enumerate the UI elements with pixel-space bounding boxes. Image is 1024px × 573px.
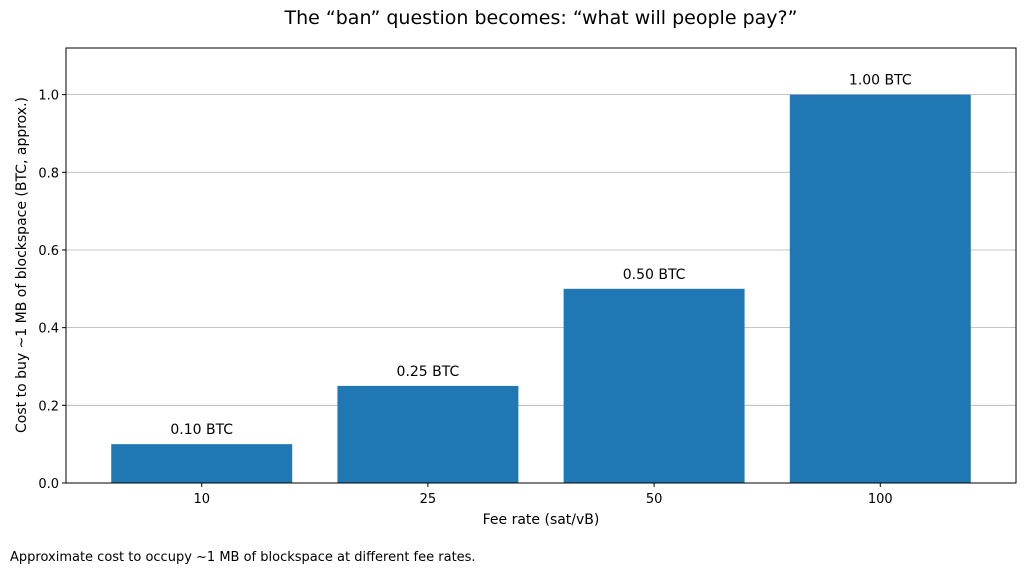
x-tick-label: 100: [868, 492, 893, 507]
x-tick-label: 25: [420, 492, 437, 507]
bar: [337, 385, 519, 483]
bar: [789, 94, 971, 483]
x-tick-label: 50: [646, 492, 663, 507]
y-tick-label: 0.0: [38, 477, 59, 492]
chart-title: The “ban” question becomes: “what will p…: [284, 7, 798, 29]
x-tick-label: 10: [193, 492, 210, 507]
figure-caption: Approximate cost to occupy ~1 MB of bloc…: [10, 550, 476, 565]
y-tick-label: 0.2: [38, 399, 59, 414]
bar-data-label: 0.10 BTC: [170, 422, 233, 438]
bar-data-label: 0.25 BTC: [397, 364, 460, 380]
y-axis-label: Cost to buy ~1 MB of blockspace (BTC, ap…: [14, 97, 30, 433]
bar-data-label: 1.00 BTC: [849, 73, 912, 89]
y-tick-label: 0.4: [38, 322, 59, 337]
y-tick-label: 0.8: [38, 166, 59, 181]
bar: [111, 444, 293, 483]
x-axis-label: Fee rate (sat/vB): [483, 512, 600, 528]
bar: [563, 288, 745, 483]
bar-data-label: 0.50 BTC: [623, 267, 686, 283]
plot-frame: [65, 47, 1017, 484]
y-tick-label: 1.0: [38, 89, 59, 104]
y-tick-label: 0.6: [38, 244, 59, 259]
